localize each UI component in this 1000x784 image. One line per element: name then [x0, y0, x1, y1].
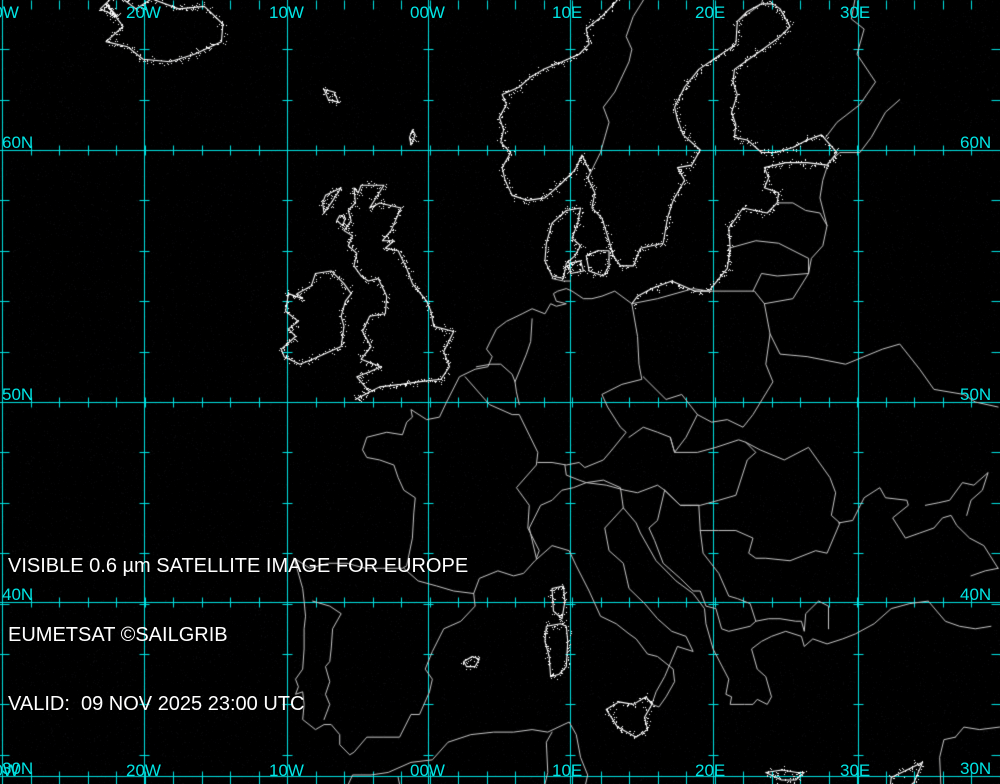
graticule-label-bottom-30E: 30E	[840, 762, 870, 779]
graticule-label-top-20W: 20W	[126, 4, 161, 21]
satellite-image-view: 30W30W20W20W10W10W00W00W10E10E20E20E30E3…	[0, 0, 1000, 784]
caption-line-source: EUMETSAT ©SAILGRIB	[8, 624, 468, 647]
graticule-label-right-50N: 50N	[960, 386, 991, 403]
graticule-label-top-20E: 20E	[695, 4, 725, 21]
graticule-label-top-30W: 30W	[0, 4, 19, 21]
graticule-label-bottom-20E: 20E	[695, 762, 725, 779]
graticule-label-right-30N: 30N	[960, 760, 991, 777]
graticule-label-bottom-10W: 10W	[269, 762, 304, 779]
graticule-label-left-30N: 30N	[2, 760, 33, 777]
caption-line-valid-time: VALID: 09 NOV 2025 23:00 UTC	[8, 693, 468, 716]
graticule-label-bottom-10E: 10E	[552, 762, 582, 779]
graticule-label-right-60N: 60N	[960, 134, 991, 151]
graticule-label-top-30E: 30E	[840, 4, 870, 21]
caption-line-product: VISIBLE 0.6 µm SATELLITE IMAGE FOR EUROP…	[8, 555, 468, 578]
graticule-label-bottom-20W: 20W	[126, 762, 161, 779]
graticule-label-bottom-00W: 00W	[410, 762, 445, 779]
graticule-label-right-40N: 40N	[960, 586, 991, 603]
image-caption: VISIBLE 0.6 µm SATELLITE IMAGE FOR EUROP…	[8, 509, 468, 762]
graticule-label-top-10E: 10E	[552, 4, 582, 21]
graticule-label-left-50N: 50N	[2, 386, 33, 403]
graticule-label-top-00W: 00W	[410, 4, 445, 21]
graticule-label-top-10W: 10W	[269, 4, 304, 21]
graticule-label-left-60N: 60N	[2, 134, 33, 151]
